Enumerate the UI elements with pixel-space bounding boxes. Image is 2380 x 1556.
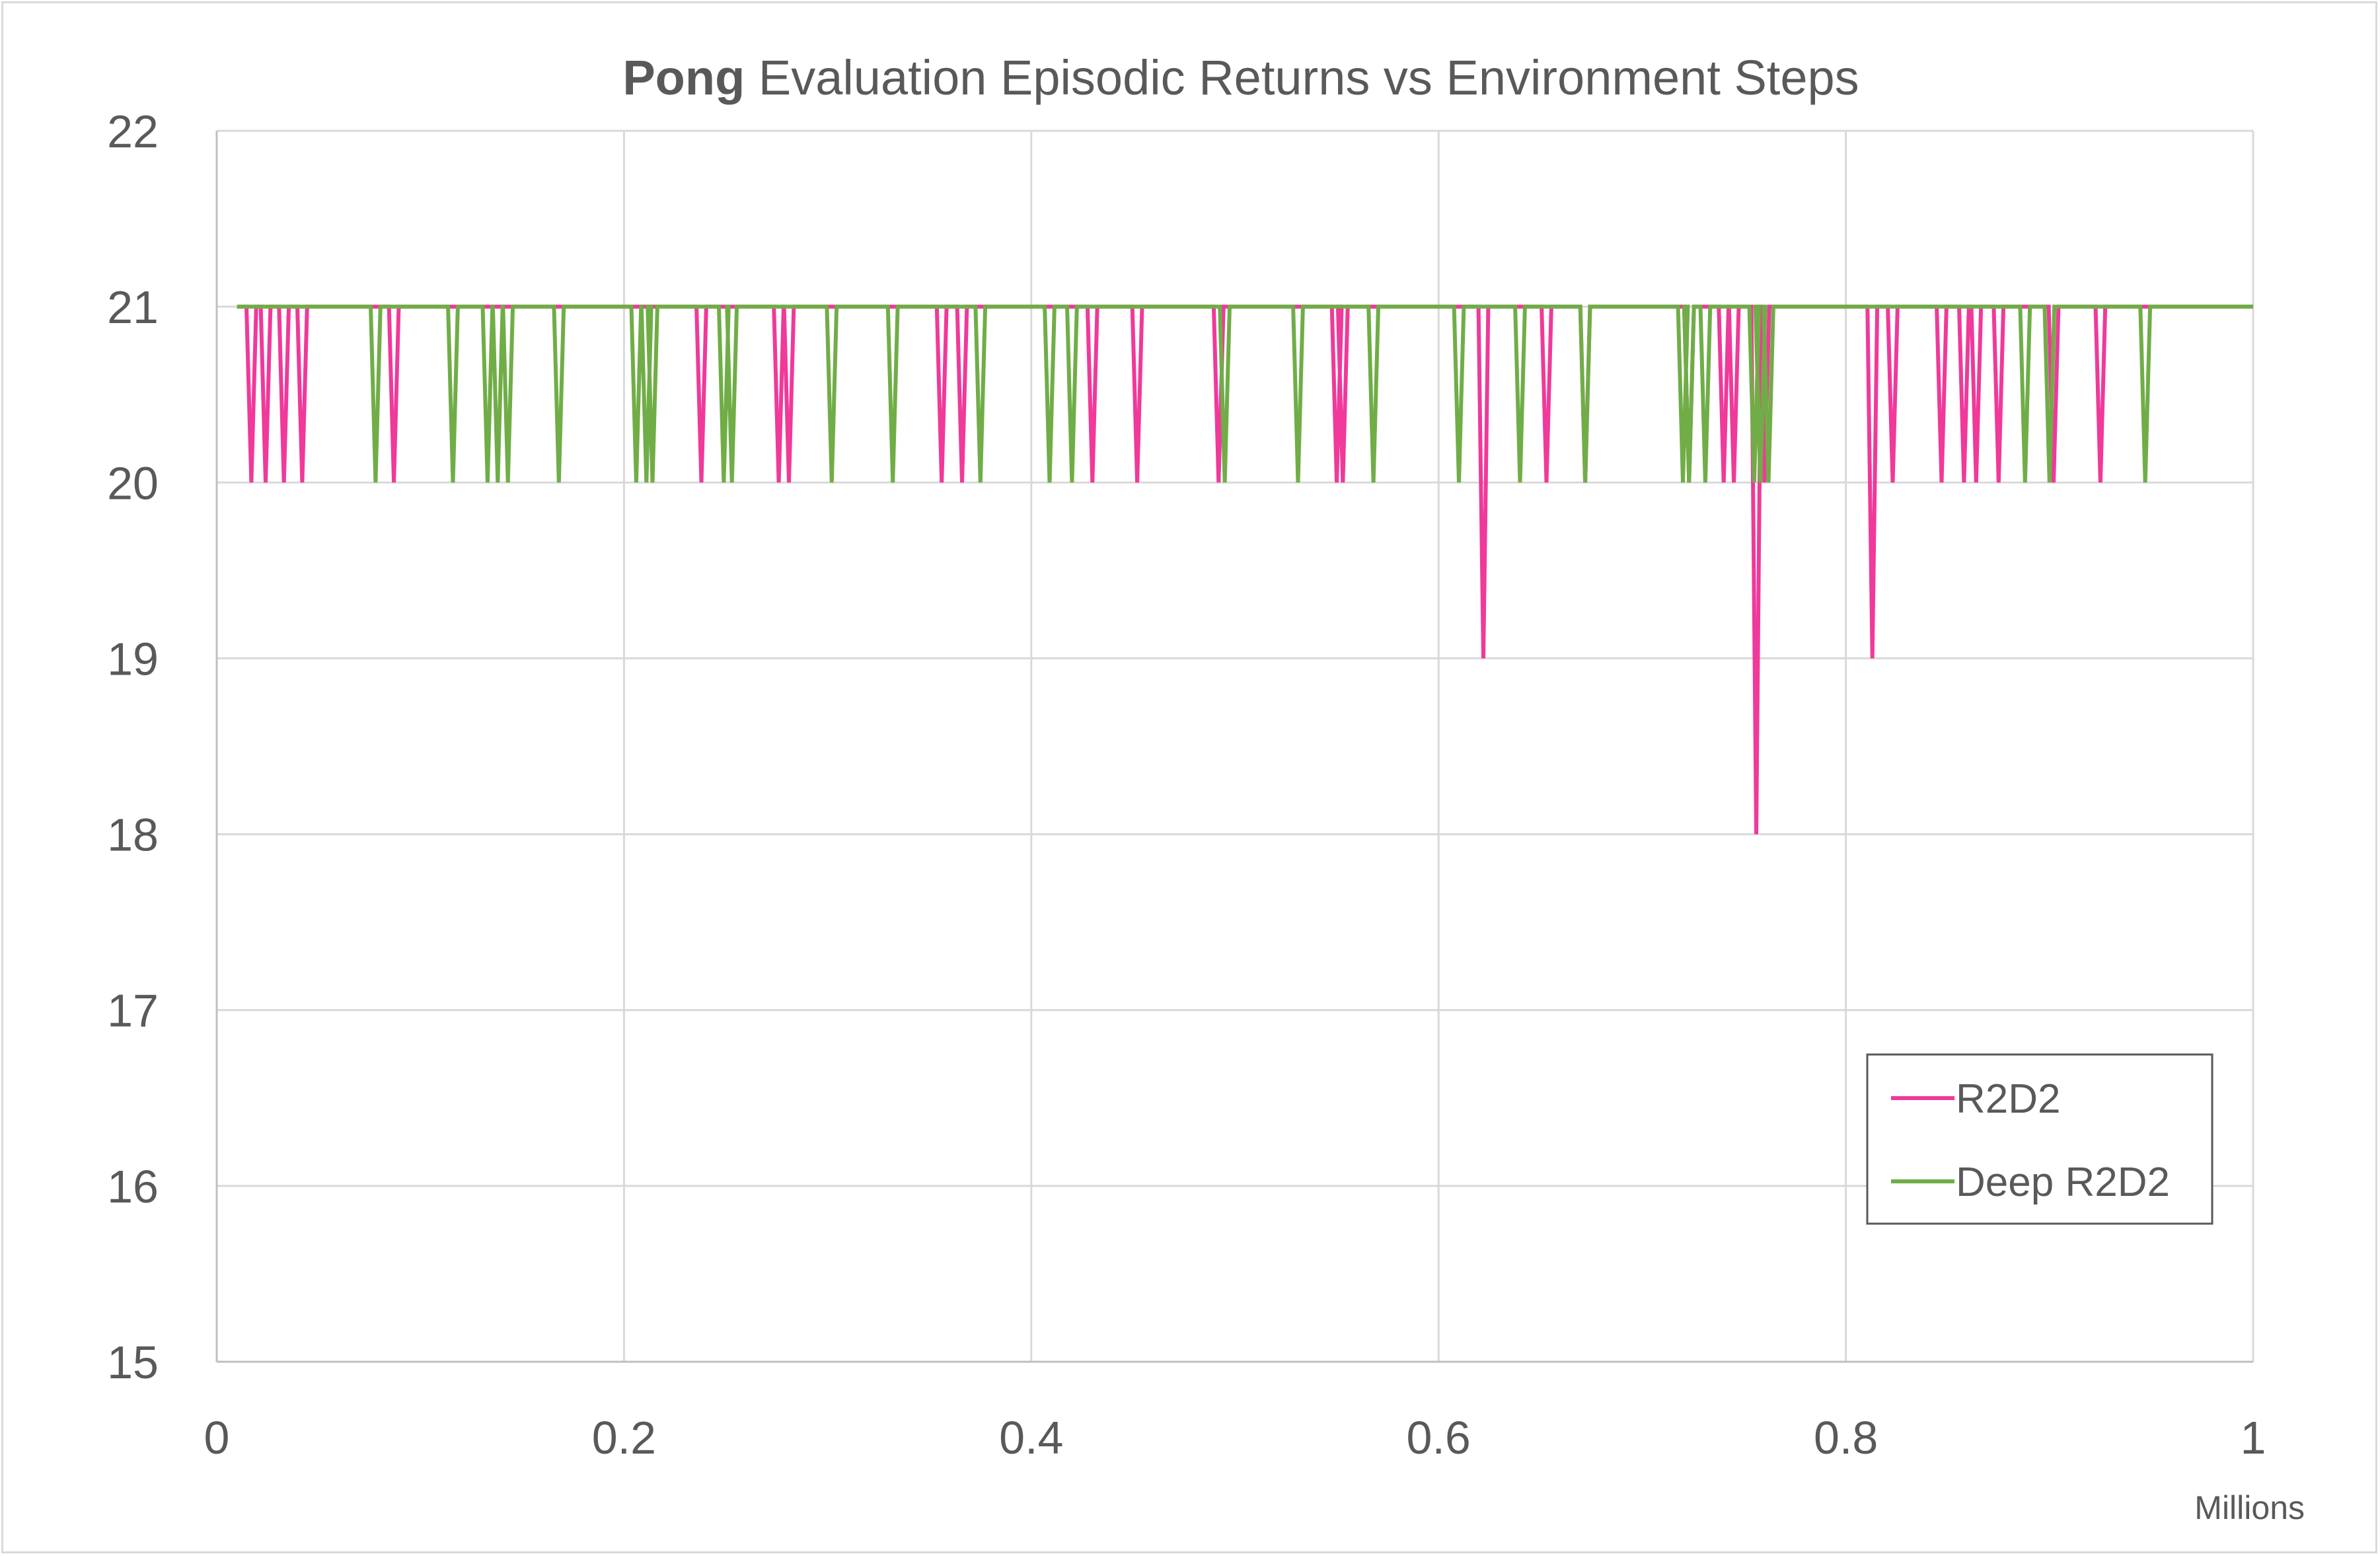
x-tick-label: 1 [2241, 1412, 2266, 1463]
x-tick-label: 0.8 [1814, 1412, 1878, 1463]
y-tick-label: 15 [107, 1337, 159, 1388]
legend: R2D2 Deep R2D2 [1866, 1053, 2213, 1225]
axes [215, 131, 2253, 1363]
series-lines [237, 305, 2253, 834]
y-tick-label: 18 [107, 809, 159, 861]
y-tick-label: 22 [107, 106, 159, 157]
legend-box [1866, 1053, 2213, 1225]
y-tick-label: 16 [107, 1161, 159, 1212]
legend-label: Deep R2D2 [1956, 1160, 2170, 1205]
legend-label: R2D2 [1956, 1076, 2061, 1122]
series-line-r2d2 [237, 305, 2253, 834]
x-unit-label: Millions [2194, 1489, 2305, 1526]
x-tick-label: 0.4 [999, 1412, 1063, 1463]
y-tick-label: 17 [107, 985, 159, 1037]
x-tick-label: 0.6 [1407, 1412, 1471, 1463]
tick-labels: 15 16 17 18 19 20 21 22 0 0.2 0.4 0.6 0.8 1 [107, 106, 2266, 1463]
chart-title-rest: Evaluation Episodic Returns vs Environme… [745, 50, 1859, 105]
chart-title: Pong Evaluation Episodic Returns vs Envi… [622, 50, 1859, 105]
y-tick-label: 21 [107, 281, 159, 333]
chart-title-bold: Pong [622, 50, 745, 105]
x-tick-label: 0 [204, 1412, 230, 1463]
x-tick-label: 0.2 [592, 1412, 656, 1463]
y-tick-label: 20 [107, 457, 159, 509]
series-line-deep-r2d2 [237, 305, 2253, 483]
y-tick-label: 19 [107, 633, 159, 685]
